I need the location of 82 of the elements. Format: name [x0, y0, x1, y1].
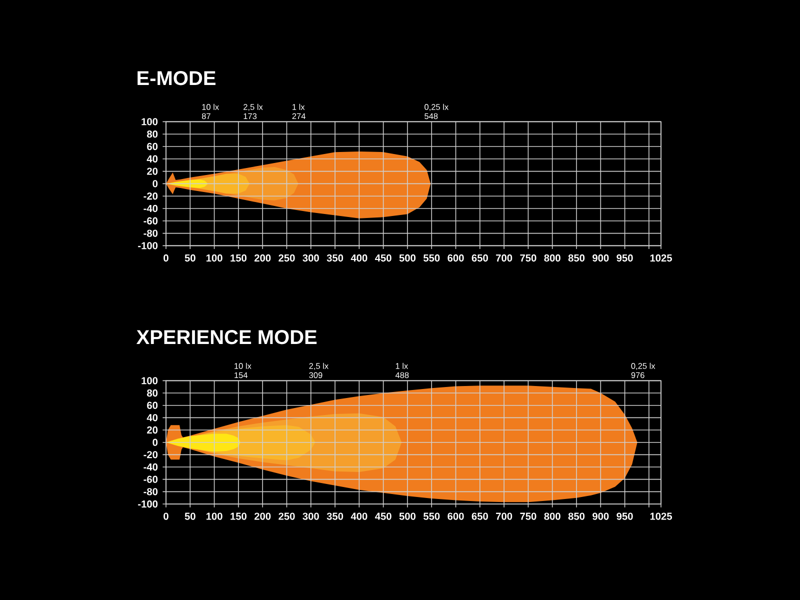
x-tick-label: 550 [423, 512, 440, 520]
x-tick-label: 600 [448, 254, 464, 262]
y-tick-label: -20 [144, 192, 158, 200]
x-tick-label: 950 [616, 254, 633, 262]
y-tick-label: 20 [147, 168, 158, 175]
y-tick-label: -40 [144, 204, 158, 212]
x-tick-label: 0 [164, 254, 168, 262]
x-tick-label: 1025 [650, 254, 672, 262]
x2-tick-label: 154 [234, 372, 248, 378]
x2-tick-label: 548 [424, 113, 438, 120]
y-tick-label: 100 [142, 118, 158, 126]
x-tick-label: 100 [206, 512, 222, 520]
x-tick-label: 550 [423, 254, 440, 262]
x-tick-label: 500 [399, 512, 416, 520]
x-tick-label: 150 [230, 254, 246, 262]
text: 1 lx [396, 362, 408, 369]
x-tick-label: 450 [375, 254, 392, 262]
x-tick-label: 50 [184, 512, 196, 520]
x2-tick-label: 309 [309, 372, 322, 378]
x-tick-label: 750 [520, 254, 536, 262]
y-tick-label: 40 [146, 414, 158, 422]
y-tick-label: 40 [146, 155, 158, 162]
chart-title: E-MODE [138, 71, 216, 86]
x-tick-label: 250 [278, 254, 295, 262]
x-tick-label: 650 [472, 254, 488, 262]
x-tick-label: 50 [184, 254, 196, 262]
x-tick-label: 350 [326, 512, 344, 520]
x-tick-label: 300 [302, 512, 319, 520]
x-tick-label: 700 [496, 254, 512, 262]
x2-tick-label: 274 [292, 113, 306, 120]
y-tick-label: -80 [144, 230, 158, 237]
y-tick-label: -100 [138, 500, 158, 508]
x-tick-label: 200 [254, 254, 271, 262]
x-tick-label: 600 [448, 512, 464, 520]
y-tick-label: -80 [144, 488, 158, 496]
text: 2,5 lx [309, 362, 328, 370]
y-tick-label: -60 [144, 476, 158, 483]
x-tick-label: 350 [326, 254, 344, 262]
x2-tick-label: 173 [244, 113, 257, 120]
x-tick-label: 950 [616, 512, 633, 520]
x-tick-label: 850 [568, 254, 585, 262]
y-tick-label: 80 [147, 130, 158, 138]
x-tick-label: 400 [350, 512, 368, 520]
x-tick-label: 900 [592, 512, 609, 520]
x-tick-label: 300 [302, 254, 319, 262]
text: 10 lx [202, 104, 219, 110]
text: 10 lx [234, 362, 252, 369]
y-tick-label: 20 [147, 426, 158, 434]
x-tick-label: 1025 [650, 512, 672, 520]
y-tick-label: -100 [138, 242, 158, 250]
x-tick-label: 0 [164, 512, 168, 520]
x-tick-label: 250 [278, 512, 295, 520]
x-tick-label: 850 [568, 512, 585, 520]
y-tick-label: -60 [144, 217, 158, 224]
x-tick-label: 700 [496, 512, 512, 520]
x2-tick-label: 488 [395, 372, 409, 378]
y-tick-label: 0 [152, 438, 158, 446]
text: 1 lx [292, 104, 305, 110]
y-tick-label: 60 [147, 402, 158, 409]
y-tick-label: 0 [152, 180, 158, 188]
text: 0,25 lx [631, 362, 656, 370]
y-tick-label: 100 [142, 377, 158, 384]
x-tick-label: 750 [520, 512, 536, 520]
x-tick-label: 650 [472, 512, 488, 520]
x-tick-label: 150 [230, 512, 246, 520]
x-tick-label: 200 [254, 512, 271, 520]
y-tick-label: -20 [144, 451, 158, 458]
text: 0,25 lx [424, 104, 448, 111]
y-tick-label: -40 [144, 463, 158, 471]
x-tick-label: 400 [350, 254, 368, 262]
y-tick-label: 60 [147, 142, 158, 150]
x-tick-label: 100 [206, 254, 222, 262]
y-tick-label: 80 [147, 389, 158, 397]
x2-tick-label: 87 [202, 113, 210, 120]
x-tick-label: 800 [544, 512, 560, 520]
x2-tick-label: 976 [631, 372, 644, 378]
x-tick-label: 900 [592, 254, 609, 262]
text: 2,5 lx [244, 104, 263, 111]
x-tick-label: 800 [544, 254, 560, 262]
x-tick-label: 450 [375, 512, 392, 520]
x-tick-label: 500 [399, 254, 416, 262]
chart-title: XPERIENCE MODE [136, 330, 317, 344]
